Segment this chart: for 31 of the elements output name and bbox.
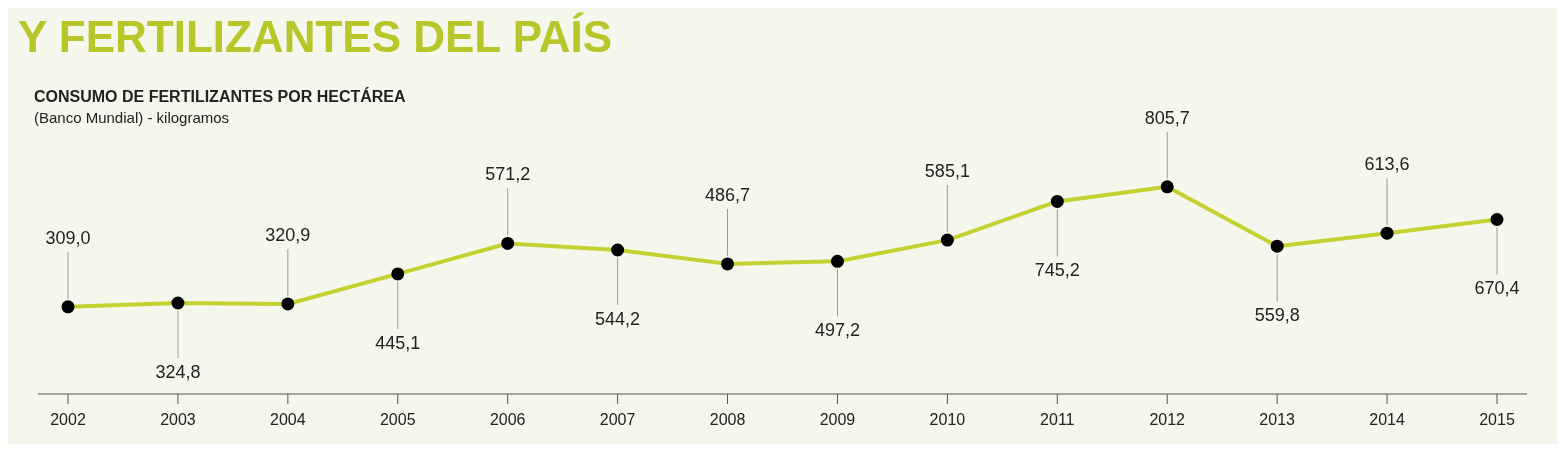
data-label: 320,9 [265,224,311,245]
x-tick-label: 2009 [819,411,856,429]
x-tick-label: 2004 [270,411,306,429]
x-tick-label: 2012 [1149,411,1186,429]
data-label: 486,7 [705,184,751,205]
data-label: 670,4 [1474,278,1520,299]
x-tick-label: 2007 [599,411,636,429]
x-tick-label: 2010 [929,411,966,429]
x-tick-label: 2014 [1369,411,1405,429]
x-tick-label: 2006 [489,411,526,429]
chart-subtitle: CONSUMO DE FERTILIZANTES POR HECTÁREA [34,88,406,106]
x-tick-label: 2003 [160,411,196,429]
chart-title: Y FERTILIZANTES DEL PAÍS [18,12,613,62]
x-tick-label: 2013 [1259,411,1296,429]
data-label: 585,1 [924,161,970,182]
data-label: 805,7 [1144,107,1190,128]
x-tick-label: 2002 [50,411,86,429]
data-label: 324,8 [155,362,201,383]
data-label: 309,0 [45,227,91,248]
data-label: 613,6 [1364,154,1410,175]
data-label: 745,2 [1034,260,1080,281]
data-label: 445,1 [375,332,421,353]
x-tick-label: 2005 [379,411,416,429]
x-tick-label: 2011 [1040,411,1075,429]
data-label: 559,8 [1254,305,1300,326]
x-tick-label: 2015 [1479,411,1515,429]
data-label: 571,2 [485,164,531,185]
x-tick-label: 2008 [709,411,746,429]
text: (Banco Mundial) - kilogramos [34,109,230,126]
data-label: 497,2 [814,320,860,341]
data-label: 544,2 [595,308,641,329]
